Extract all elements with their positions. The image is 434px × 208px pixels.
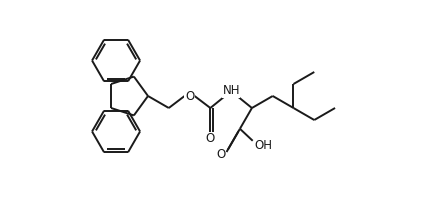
Text: O: O <box>206 132 215 146</box>
Text: OH: OH <box>255 139 273 152</box>
Text: O: O <box>216 148 226 161</box>
Text: NH: NH <box>222 84 240 98</box>
Text: O: O <box>185 89 194 103</box>
